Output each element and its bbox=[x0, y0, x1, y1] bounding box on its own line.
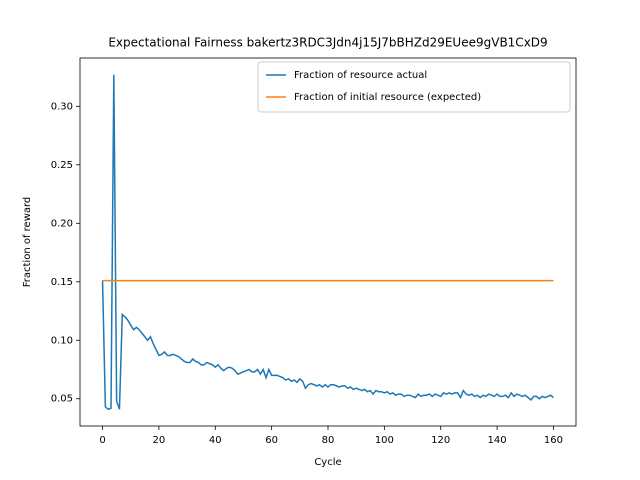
y-tick-label: 0.30 bbox=[51, 101, 73, 112]
legend-label: Fraction of resource actual bbox=[294, 70, 427, 81]
x-tick-label: 160 bbox=[544, 435, 563, 446]
data-line bbox=[101, 74, 554, 411]
y-axis-label: Fraction of reward bbox=[22, 197, 33, 288]
y-tick-label: 0.20 bbox=[51, 218, 73, 229]
legend-label: Fraction of initial resource (expected) bbox=[294, 92, 481, 103]
y-tick-label: 0.05 bbox=[51, 394, 73, 405]
x-tick-label: 80 bbox=[322, 435, 335, 446]
chart-title: Expectational Fairness bakertz3RDC3Jdn4j… bbox=[108, 36, 547, 50]
x-axis-label: Cycle bbox=[314, 457, 341, 468]
x-tick-label: 60 bbox=[265, 435, 278, 446]
x-tick-label: 120 bbox=[431, 435, 450, 446]
axes-frame bbox=[79, 57, 577, 427]
x-tick-label: 140 bbox=[488, 435, 507, 446]
y-tick-label: 0.10 bbox=[51, 335, 73, 346]
y-tick-label: 0.25 bbox=[51, 160, 73, 171]
x-tick-label: 40 bbox=[209, 435, 222, 446]
x-tick-label: 100 bbox=[375, 435, 394, 446]
legend-box bbox=[257, 61, 571, 113]
y-tick-label: 0.15 bbox=[51, 277, 73, 288]
x-tick-label: 20 bbox=[153, 435, 166, 446]
x-tick-label: 0 bbox=[99, 435, 105, 446]
